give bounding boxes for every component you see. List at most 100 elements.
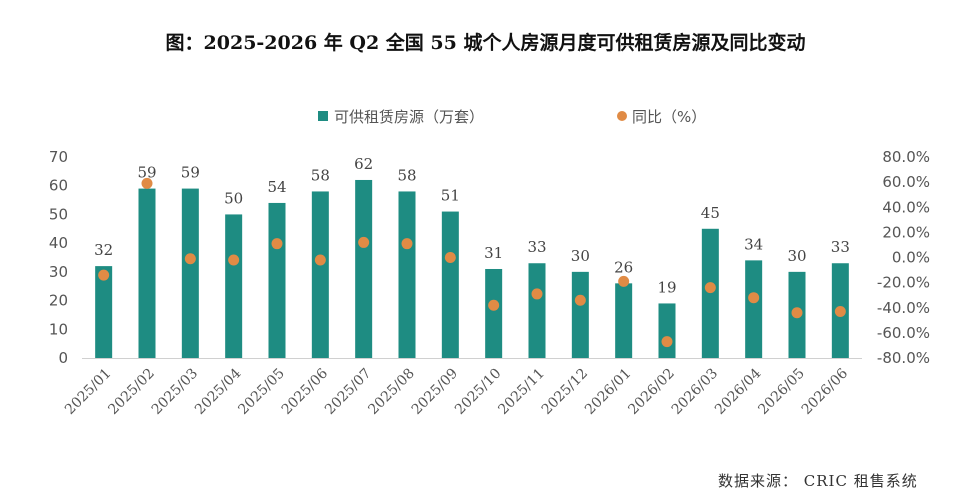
bar-value-label: 58 <box>311 166 330 184</box>
bar-labels: 32 59 59 50 54 58 62 58 51 31 33 30 26 19 45 34 30 33 <box>94 155 850 296</box>
x-axis-label: 2025/03 <box>149 366 201 418</box>
x-axis-label: 2026/01 <box>582 366 634 418</box>
x-axis-label: 2025/05 <box>235 366 287 418</box>
x-axis-label: 2025/06 <box>279 365 332 418</box>
right-axis-tick: 80.0% <box>882 148 930 166</box>
bar <box>181 188 199 358</box>
x-axis-label: 2025/12 <box>539 366 591 418</box>
bar <box>658 303 676 358</box>
bar <box>268 202 286 358</box>
yoy-dots <box>98 177 846 348</box>
legend-dot-swatch <box>617 111 627 121</box>
bar-value-label: 54 <box>267 178 286 196</box>
yoy-dot <box>314 254 326 266</box>
x-axis-label: 2025/01 <box>62 366 114 418</box>
bar <box>571 271 589 358</box>
yoy-dot <box>748 292 760 304</box>
yoy-dot <box>834 306 846 318</box>
x-axis-label: 2026/04 <box>712 365 765 418</box>
bar-value-label: 58 <box>397 166 416 184</box>
x-axis-labels: 2025/012025/022025/032025/042025/052025/… <box>62 365 851 418</box>
bar-value-label: 59 <box>137 164 156 182</box>
yoy-dot <box>358 236 370 248</box>
legend-bar-label: 可供租赁房源（万套） <box>334 108 484 126</box>
x-axis-label: 2025/08 <box>365 366 417 418</box>
yoy-dot <box>141 177 153 189</box>
right-axis-tick: 60.0% <box>882 173 930 191</box>
x-axis-label: 2025/10 <box>452 366 504 418</box>
bar <box>225 214 243 358</box>
bar <box>95 266 113 358</box>
right-axis-tick: -80.0% <box>877 349 930 367</box>
yoy-dot <box>574 294 586 306</box>
bars <box>95 179 849 358</box>
right-axis-tick: 40.0% <box>882 198 930 216</box>
legend-dot-label: 同比（%） <box>632 108 706 126</box>
left-axis-tick: 0 <box>58 349 68 367</box>
bar <box>745 260 763 358</box>
x-axis-label: 2025/11 <box>495 366 547 418</box>
bar-value-label: 51 <box>441 187 460 205</box>
bar <box>441 211 459 358</box>
source-note: 数据来源： CRIC 租售系统 <box>718 472 918 490</box>
yoy-dot <box>98 269 110 281</box>
bar-value-label: 26 <box>614 258 633 276</box>
bar-value-label: 31 <box>484 244 503 262</box>
left-axis-tick: 50 <box>49 205 68 223</box>
bar-value-label: 45 <box>701 204 720 222</box>
bar <box>138 188 156 358</box>
yoy-dot <box>661 336 673 348</box>
x-axis-label: 2025/04 <box>192 365 245 418</box>
bar <box>355 179 373 358</box>
right-axis: -80.0% -60.0% -40.0% -20.0% 0.0% 20.0% 40.0% 60… <box>877 148 930 367</box>
bar-value-label: 32 <box>94 241 113 259</box>
yoy-dot <box>531 288 543 300</box>
right-axis-tick: 20.0% <box>882 223 930 241</box>
left-axis: 0 10 20 30 40 50 60 70 <box>49 148 68 367</box>
left-axis-tick: 60 <box>49 177 68 195</box>
x-axis-label: 2025/07 <box>322 366 374 418</box>
x-axis-label: 2026/06 <box>799 365 852 418</box>
x-axis-label: 2025/09 <box>409 366 461 418</box>
bar-value-label: 50 <box>224 189 243 207</box>
left-axis-tick: 20 <box>49 292 68 310</box>
bar-value-label: 30 <box>787 247 806 265</box>
bar <box>528 263 546 358</box>
x-axis-label: 2026/05 <box>755 366 807 418</box>
left-axis-tick: 40 <box>49 234 68 252</box>
yoy-dot <box>228 254 240 266</box>
yoy-dot <box>401 238 413 250</box>
bar-value-label: 30 <box>571 247 590 265</box>
yoy-dot <box>488 299 500 311</box>
bar <box>485 268 503 358</box>
right-axis-tick: -20.0% <box>877 274 930 292</box>
yoy-dot <box>704 282 716 294</box>
chart-title: 图：2025-2026 年 Q2 全国 55 城个人房源月度可供租赁房源及同比变… <box>165 32 806 54</box>
yoy-dot <box>444 252 456 263</box>
bar <box>311 191 329 358</box>
yoy-dot <box>271 238 283 250</box>
yoy-dot <box>618 275 630 287</box>
legend-bar-swatch <box>318 111 328 121</box>
bar-value-label: 34 <box>744 235 763 253</box>
bar <box>615 283 633 358</box>
bar-value-label: 33 <box>527 238 546 256</box>
left-axis-tick: 30 <box>49 263 68 281</box>
right-axis-tick: -40.0% <box>877 299 930 317</box>
bar-value-label: 62 <box>354 155 373 173</box>
x-axis-label: 2026/02 <box>625 366 677 418</box>
bar-value-label: 19 <box>657 278 676 296</box>
left-axis-tick: 10 <box>49 320 68 338</box>
yoy-dot <box>791 307 803 319</box>
left-axis-tick: 70 <box>49 148 68 166</box>
x-axis-label: 2026/03 <box>669 366 721 418</box>
yoy-dot <box>184 253 196 265</box>
legend: 可供租赁房源（万套） 同比（%） <box>318 108 706 126</box>
right-axis-tick: 0.0% <box>892 249 930 267</box>
right-axis-tick: -60.0% <box>877 324 930 342</box>
x-axis-label: 2025/02 <box>105 366 157 418</box>
bar <box>701 228 719 358</box>
bar-value-label: 59 <box>181 164 200 182</box>
bar-value-label: 33 <box>831 238 850 256</box>
